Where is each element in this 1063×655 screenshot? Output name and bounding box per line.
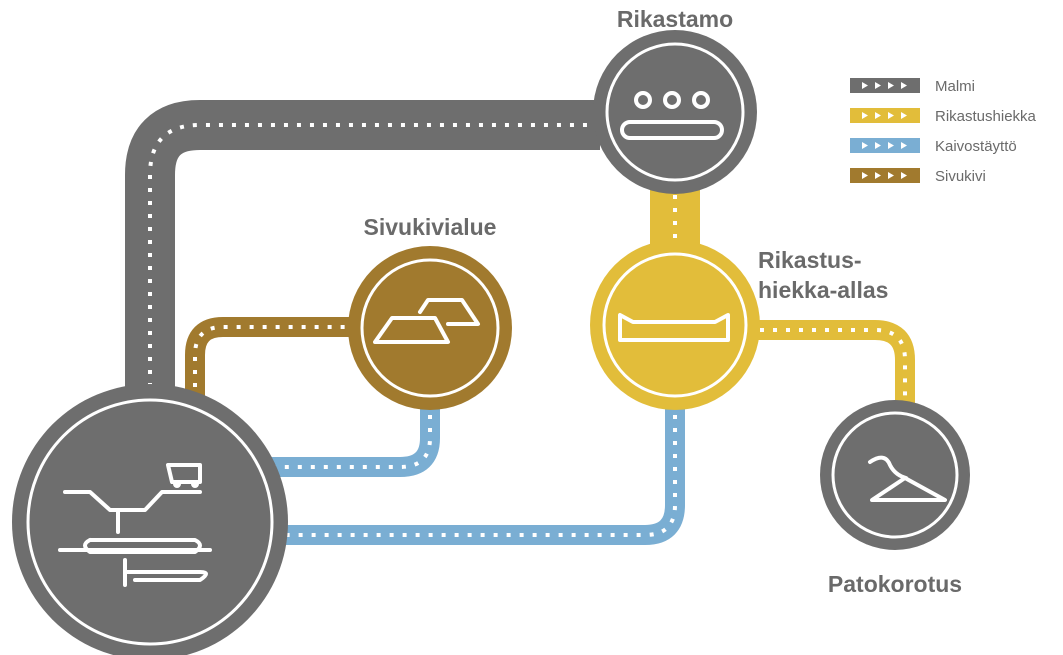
dam-node bbox=[820, 400, 970, 550]
flows bbox=[125, 100, 915, 545]
mine-node bbox=[12, 384, 288, 655]
ore-arrows bbox=[148, 123, 600, 400]
node-label: Rikastus- bbox=[758, 247, 862, 273]
legend-label: Malmi bbox=[935, 78, 975, 95]
tailings-pond-node bbox=[590, 240, 760, 410]
waste-rock-node bbox=[348, 246, 512, 410]
legend-swatch bbox=[850, 108, 920, 123]
backfill-flow-1 bbox=[260, 405, 440, 477]
waste-rock-flow bbox=[185, 317, 355, 410]
waste-rock-arrows bbox=[193, 325, 350, 400]
legend-label: Kaivostäyttö bbox=[935, 138, 1017, 155]
node-label: Rikastamo bbox=[617, 6, 733, 32]
tailings-dam-arrows bbox=[760, 328, 907, 405]
node-label: hiekka-allas bbox=[758, 277, 888, 303]
node-label: Patokorotus bbox=[828, 571, 962, 597]
legend: Malmi Rikastushiekka Kaivostäyttö Sivukivi bbox=[850, 78, 1037, 185]
concentrator-node bbox=[593, 30, 757, 194]
node-label: Sivukivialue bbox=[364, 214, 497, 240]
legend-swatch bbox=[850, 138, 920, 153]
tailings-dam-flow bbox=[750, 320, 915, 410]
backfill-flow-2 bbox=[280, 400, 685, 545]
legend-swatch bbox=[850, 78, 920, 93]
legend-swatch bbox=[850, 168, 920, 183]
legend-label: Sivukivi bbox=[935, 168, 986, 185]
legend-label: Rikastushiekka bbox=[935, 108, 1037, 125]
